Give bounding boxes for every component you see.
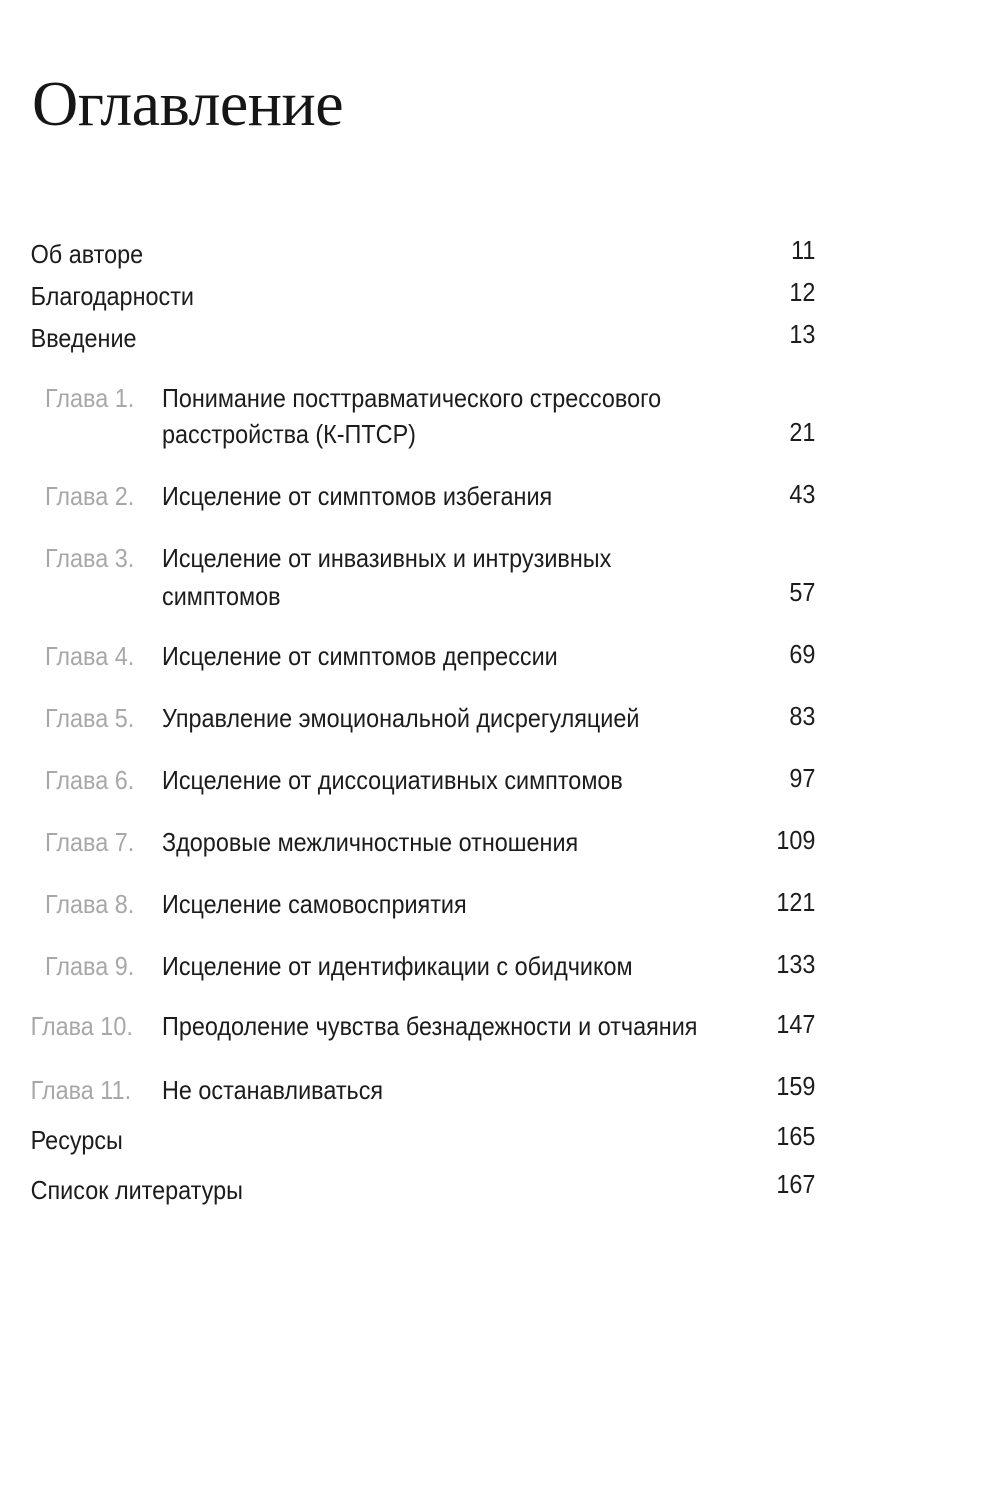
chapter-prefix: Глава 3. bbox=[45, 543, 135, 573]
toc-entry-label: Об авторе bbox=[30, 239, 144, 269]
toc-entry-page: 121 bbox=[776, 887, 816, 917]
toc-entry-label-continued: расстройства (К-ПТСР) bbox=[162, 419, 416, 449]
toc-entry-page: 21 bbox=[789, 417, 816, 447]
toc-entry-page: 109 bbox=[776, 825, 816, 855]
toc-entry-label: Список литературы bbox=[30, 1175, 243, 1205]
toc-entry-label: Исцеление от симптомов депрессии bbox=[162, 641, 558, 671]
toc-entry-label: Управление эмоциональной дисрегуляцией bbox=[162, 703, 640, 733]
toc-entry-label: Не останавливаться bbox=[162, 1075, 384, 1105]
chapter-prefix: Глава 9. bbox=[45, 951, 135, 981]
toc-entry-page: 69 bbox=[789, 639, 816, 669]
toc-entry-label: Здоровые межличностные отношения bbox=[162, 827, 579, 857]
toc-entry-page: 12 bbox=[789, 277, 816, 307]
toc-entry-page: 83 bbox=[789, 701, 816, 731]
toc-entry-page: 133 bbox=[776, 949, 816, 979]
toc-entry-label: Преодоление чувства безнадежности и отча… bbox=[162, 1011, 698, 1041]
toc-entry-label: Исцеление от симптомов избегания bbox=[162, 481, 553, 511]
toc-entry-page: 167 bbox=[776, 1169, 816, 1199]
toc-entry-page: 147 bbox=[776, 1009, 816, 1039]
toc-entry-page: 11 bbox=[791, 235, 816, 265]
chapter-prefix: Глава 6. bbox=[45, 765, 135, 795]
toc-entry-page: 43 bbox=[789, 479, 816, 509]
chapter-prefix: Глава 5. bbox=[45, 703, 135, 733]
toc-entry-page: 97 bbox=[789, 763, 816, 793]
chapter-prefix: Глава 11. bbox=[30, 1075, 132, 1105]
toc-entry-page: 159 bbox=[776, 1071, 816, 1101]
toc-entry-page: 165 bbox=[776, 1121, 816, 1151]
chapter-prefix: Глава 1. bbox=[45, 383, 135, 413]
chapter-prefix: Глава 7. bbox=[45, 827, 135, 857]
toc-entry-page: 13 bbox=[789, 319, 816, 349]
toc-entry-label: Исцеление от диссоциативных симптомов bbox=[162, 765, 623, 795]
chapter-prefix: Глава 2. bbox=[45, 481, 135, 511]
toc-entry-label: Исцеление от идентификации с обидчиком bbox=[162, 951, 633, 981]
chapter-prefix: Глава 4. bbox=[45, 641, 135, 671]
toc-entry-label-continued: симптомов bbox=[162, 581, 281, 611]
toc-entry-label: Ресурсы bbox=[30, 1125, 123, 1155]
toc-entry-label: Понимание посттравматического стрессовог… bbox=[162, 383, 662, 413]
chapter-prefix: Глава 10. bbox=[30, 1011, 133, 1041]
page-title: Оглавление bbox=[32, 68, 344, 139]
toc-entry-label: Введение bbox=[30, 323, 137, 353]
toc-entry-page: 57 bbox=[789, 577, 816, 607]
toc-entry-label: Исцеление самовосприятия bbox=[162, 889, 467, 919]
toc-entry-label: Благодарности bbox=[30, 281, 194, 311]
chapter-prefix: Глава 8. bbox=[45, 889, 135, 919]
toc-entry-label: Исцеление от инвазивных и интрузивных bbox=[162, 543, 612, 573]
